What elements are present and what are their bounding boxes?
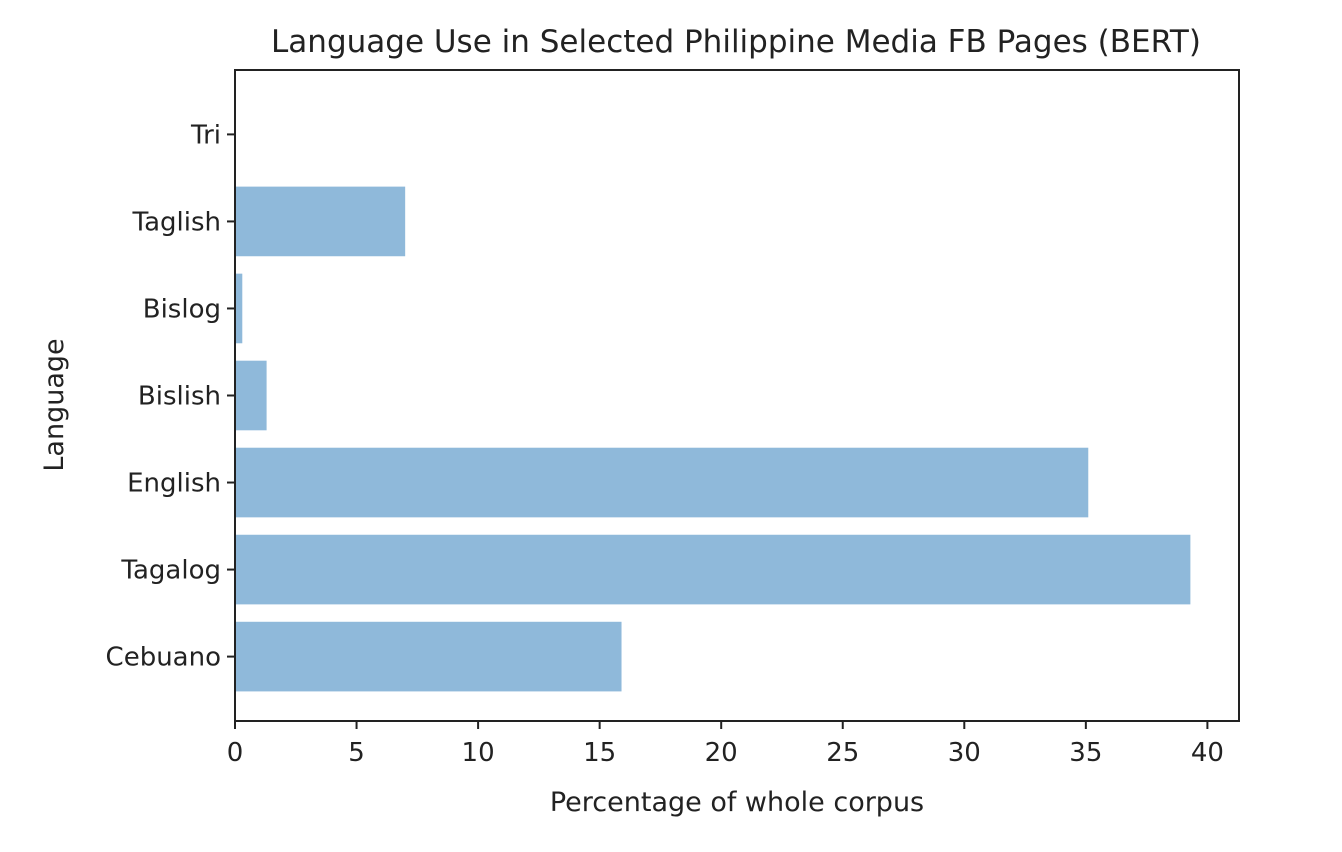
bars-group	[235, 186, 1191, 692]
x-tick-label-15: 15	[583, 738, 616, 768]
bar-cebuano	[235, 621, 622, 692]
bar-tagalog	[235, 534, 1191, 605]
bar-taglish	[235, 186, 406, 257]
x-tick-label-30: 30	[948, 738, 981, 768]
y-tick-label-bislog: Bislog	[143, 294, 221, 324]
x-tick-label-10: 10	[462, 738, 495, 768]
y-tick-label-bislish: Bislish	[138, 382, 221, 412]
x-tick-label-25: 25	[826, 738, 859, 768]
x-tick-label-40: 40	[1191, 738, 1224, 768]
bar-bislish	[235, 360, 267, 431]
x-tick-label-0: 0	[227, 738, 244, 768]
x-tick-label-35: 35	[1069, 738, 1102, 768]
bar-bislog	[235, 273, 243, 344]
chart-title: Language Use in Selected Philippine Medi…	[271, 24, 1201, 60]
bar-english	[235, 447, 1089, 518]
y-tick-label-english: English	[127, 469, 221, 499]
y-tick-label-tri: Tri	[190, 120, 221, 150]
x-axis: 0 5 10 15 20 25 30 35 40	[227, 721, 1224, 768]
y-tick-label-taglish: Taglish	[132, 207, 222, 237]
x-tick-label-20: 20	[705, 738, 738, 768]
plot-frame	[234, 69, 1240, 722]
y-axis-label: Language	[39, 338, 70, 471]
x-tick-label-5: 5	[348, 738, 365, 768]
y-tick-label-tagalog: Tagalog	[120, 556, 221, 586]
y-tick-label-cebuano: Cebuano	[106, 643, 221, 673]
x-axis-label: Percentage of whole corpus	[550, 787, 924, 818]
y-axis: Cebuano Tagalog English Bislish Bislog Taglis…	[106, 120, 235, 673]
